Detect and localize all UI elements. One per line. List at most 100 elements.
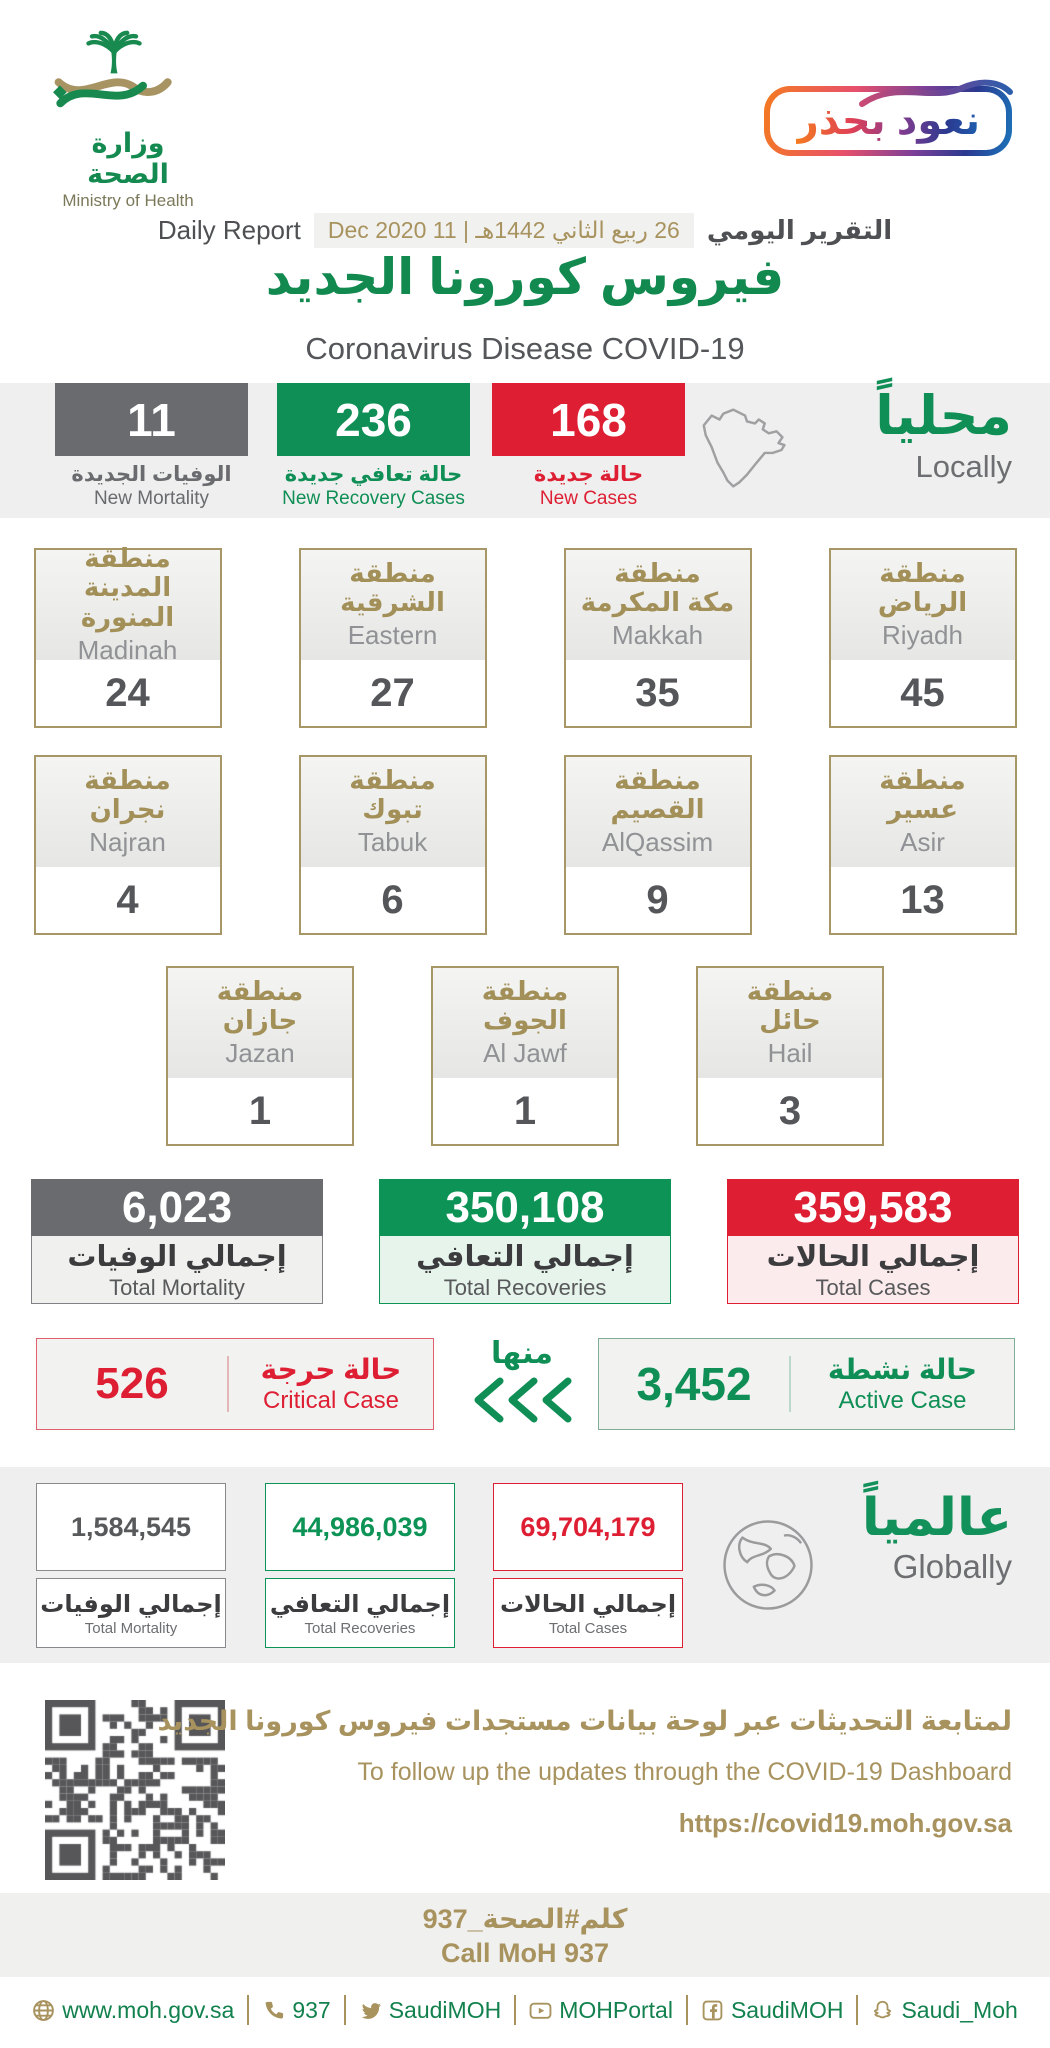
region-name-en: Tabuk (357, 827, 428, 858)
global-recoveries-card: 44,986,039 إجمالي التعافي Total Recoveri… (265, 1483, 455, 1648)
dashboard-note-ar: لمتابعة التحديثات عبر لوحة بيانات مستجدا… (157, 1706, 1012, 1736)
region-name-ar: منطقة مكة المكرمة (580, 557, 735, 617)
region-name-ar: منطقة جازان (216, 975, 304, 1035)
global-cases-labels: إجمالي الحالات Total Cases (493, 1578, 683, 1648)
new-mortality-stat: 11 الوفيات الجديدة New Mortality (55, 383, 248, 510)
footer-link-label: SaudiMOH (730, 1996, 844, 2023)
new-cases-label-en: New Cases (539, 488, 638, 509)
global-mortality-card: 1,584,545 إجمالي الوفيات Total Mortality (36, 1483, 226, 1648)
qr-code (45, 1700, 225, 1880)
moh-logo: وزارة الصحة Ministry of Health (48, 26, 208, 211)
region-new-cases-value: 45 (900, 670, 945, 715)
divider (789, 1356, 791, 1412)
region-name-en: Jazan (225, 1038, 295, 1069)
region-name-en: Madinah (77, 634, 178, 665)
new-recoveries-label-en: New Recovery Cases (282, 488, 465, 509)
region-card: منطقة الشرقية Eastern 27 (298, 548, 487, 728)
total-mortality-value: 6,023 (31, 1179, 323, 1236)
locally-heading-ar: محلياً (875, 386, 1012, 446)
total-recoveries-labels: إجمالي التعافي Total Recoveries (379, 1236, 671, 1304)
active-case-labels: حالة نشطة Active Case (791, 1353, 1014, 1415)
local-new-stats-band: 11 الوفيات الجديدة New Mortality 236 حال… (0, 383, 1050, 518)
divider (514, 1995, 517, 2025)
region-name-en: Eastern (347, 620, 438, 651)
dashboard-url-link[interactable]: https://covid19.moh.gov.sa (678, 1808, 1012, 1838)
footer-link-twitter[interactable]: SaudiMOH (359, 1997, 501, 2024)
region-card: منطقة القصيم AlQassim 9 (563, 755, 752, 935)
global-recoveries-value: 44,986,039 (265, 1483, 455, 1571)
footer-link-snapchat[interactable]: Saudi_Moh (871, 1997, 1018, 2024)
logo-title-ar: وزارة الصحة (87, 128, 169, 189)
region-card-head: منطقة عسير Asir (830, 757, 1015, 867)
region-name-ar: منطقة الجوف (481, 975, 569, 1035)
region-name-ar: منطقة المدينة المنورة (80, 543, 175, 632)
date-separator: | (463, 217, 470, 243)
region-card: منطقة تبوك Tabuk 6 (298, 755, 487, 935)
report-date-row: التقرير اليومي 26 ربيع الثاني 1442هـ | 1… (0, 213, 1050, 248)
date-gregorian: 11 Dec 2020 (327, 217, 457, 243)
critical-case-label-ar: حالة حرجة (260, 1354, 402, 1385)
twitter-icon (361, 2002, 381, 2019)
badge-text: نعود بحذر (795, 99, 980, 143)
region-new-cases-value: 3 (778, 1088, 802, 1133)
new-recoveries-stat: 236 حالة تعافي جديدة New Recovery Cases (277, 383, 470, 510)
region-row-2: منطقة عسير Asir 13 منطقة القصيم AlQassim… (0, 755, 1050, 935)
region-card: منطقة مكة المكرمة Makkah 35 (563, 548, 752, 728)
of-which-label: منها (491, 1337, 553, 1370)
footer-link-website[interactable]: www.moh.gov.sa (32, 1997, 234, 2024)
divider (343, 1995, 346, 2025)
moh-logo-icon (53, 30, 172, 108)
footer-link-phone[interactable]: 937 (262, 1996, 331, 2024)
total-cases-label-ar: إجمالي الحالات (766, 1240, 980, 1273)
region-new-cases-value: 35 (635, 670, 680, 715)
region-card-head: منطقة مكة المكرمة Makkah (565, 550, 750, 660)
region-new-cases-value: 27 (370, 670, 415, 715)
call-moh-label-en: Call MoH 937 (440, 1938, 610, 1968)
saudi-map-icon (702, 408, 786, 488)
new-recoveries-label-ar: حالة تعافي جديدة (284, 463, 463, 486)
region-card-head: منطقة الشرقية Eastern (300, 550, 485, 660)
region-name-ar: منطقة نجران (84, 764, 171, 824)
global-cases-card: 69,704,179 إجمالي الحالات Total Cases (493, 1483, 683, 1648)
total-recoveries-label-en: Total Recoveries (443, 1274, 607, 1300)
facebook-icon (702, 2000, 723, 2020)
date-hijri: 26 ربيع الثاني 1442هـ (475, 217, 680, 243)
footer-link-youtube[interactable]: MOHPortal (529, 1997, 673, 2024)
globally-heading-en: Globally (892, 1548, 1012, 1585)
total-mortality-labels: إجمالي الوفيات Total Mortality (31, 1236, 323, 1304)
total-mortality-card: 6,023 إجمالي الوفيات Total Mortality (31, 1179, 323, 1304)
phone-icon (265, 2001, 284, 2019)
globally-heading-ar: عالمياً (861, 1489, 1012, 1547)
region-card-head: منطقة جازان Jazan (168, 968, 352, 1078)
region-new-cases-value: 1 (248, 1088, 272, 1133)
region-name-en: Asir (900, 827, 945, 858)
locally-heading: محلياً Locally (875, 384, 1012, 485)
new-mortality-label-en: New Mortality (93, 488, 210, 509)
active-case-value: 3,452 (636, 1358, 752, 1410)
new-cases-stat: 168 حالة جديدة New Cases (492, 383, 685, 510)
badge-inner: نعود بحذر (769, 92, 1006, 150)
total-recoveries-label-ar: إجمالي التعافي (416, 1240, 634, 1273)
critical-case-box: 526 حالة حرجة Critical Case (36, 1338, 434, 1430)
new-cases-value: 168 (492, 383, 685, 456)
region-card: منطقة نجران Najran 4 (33, 755, 222, 935)
global-mortality-value: 1,584,545 (36, 1483, 226, 1571)
return-cautiously-badge: نعود بحذر (763, 79, 1013, 156)
region-name-en: Al Jawf (483, 1038, 567, 1069)
region-card: منطقة الرياض Riyadh 45 (828, 548, 1017, 728)
global-mortality-label-ar: إجمالي الوفيات (40, 1590, 222, 1618)
footer-link-facebook[interactable]: SaudiMOH (701, 1997, 843, 2024)
footer-link-label: 937 (292, 1996, 331, 2023)
region-card-head: منطقة القصيم AlQassim (565, 757, 750, 867)
total-cases-card: 359,583 إجمالي الحالات Total Cases (727, 1179, 1019, 1304)
logo-title-en: Ministry of Health (62, 191, 194, 210)
region-card-head: منطقة الرياض Riyadh (830, 550, 1015, 660)
footer-link-label: MOHPortal (559, 1996, 673, 2023)
region-new-cases-value: 13 (900, 877, 945, 922)
region-row-3: منطقة حائل Hail 3 منطقة الجوف Al Jawf 1 … (0, 966, 1050, 1146)
total-recoveries-value: 350,108 (379, 1179, 671, 1236)
total-mortality-label-en: Total Mortality (109, 1274, 245, 1300)
total-cases-label-en: Total Cases (815, 1274, 931, 1300)
new-mortality-label-ar: الوفيات الجديدة (71, 463, 232, 486)
region-name-en: Hail (767, 1038, 813, 1069)
